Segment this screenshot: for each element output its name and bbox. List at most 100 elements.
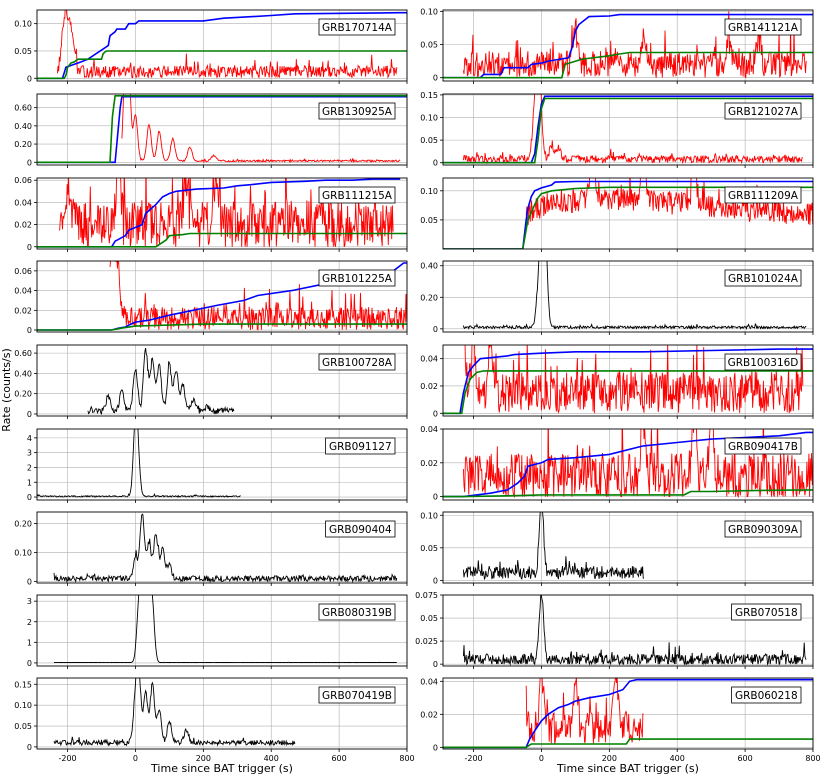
y-tick-label: 0.10 <box>14 549 32 558</box>
y-tick-label: 1 <box>27 478 32 487</box>
grb-label: GRB121027A <box>728 106 799 118</box>
y-tick-label: 0.20 <box>14 140 32 149</box>
y-tick-label: 0.40 <box>420 262 438 271</box>
grb-label: GRB090309A <box>728 524 799 536</box>
panel-frame <box>36 177 408 250</box>
x-axis-label-left: Time since BAT trigger (s) <box>150 762 293 775</box>
y-tick-label: 0 <box>27 326 32 335</box>
x-tick-label: 400 <box>670 754 685 763</box>
panel-GRB101024A: 0 0.20 0.40 GRB101024A <box>420 260 814 335</box>
grb-label-box <box>724 353 802 371</box>
y-tick-label: 0.05 <box>420 41 438 50</box>
panel-frame <box>36 511 408 584</box>
grb-label-box <box>318 102 396 120</box>
cumulative-curve <box>443 51 813 79</box>
y-tick-label: 2 <box>27 463 32 472</box>
cumulative-curve <box>37 95 407 164</box>
panel-frame <box>36 344 408 417</box>
y-tick-label: 0 <box>433 576 438 585</box>
x-tick-label: 600 <box>737 754 752 763</box>
light-curve <box>462 94 803 165</box>
cumulative-curve <box>443 97 813 164</box>
plot-area <box>462 512 644 581</box>
grb-label-box <box>325 437 396 455</box>
plot-area <box>37 10 407 80</box>
grb-label: GRB101024A <box>728 273 799 285</box>
panel-GRB060218: 0 0.02 0.04 -200 0 200 400 600 800 GRB060218 <box>420 677 820 763</box>
cumulative-curve <box>37 178 401 248</box>
y-tick-label: 0.15 <box>14 680 32 689</box>
panel-frame <box>442 260 814 333</box>
y-tick-label: 0.20 <box>420 293 438 302</box>
y-tick-label: 0.20 <box>14 390 32 399</box>
y-tick-label: 2 <box>27 618 32 627</box>
grb-label-box <box>318 686 396 704</box>
panel-GRB170714A: 0 0.05 0.10 GRB170714A <box>14 9 408 84</box>
y-tick-label: 0.05 <box>14 722 32 731</box>
y-tick-label: 3 <box>27 597 32 606</box>
y-tick-label: 0.10 <box>420 511 438 520</box>
plot-area <box>53 678 296 747</box>
light-curve <box>59 178 394 248</box>
plot-area <box>443 94 813 165</box>
x-tick-label: 200 <box>602 754 617 763</box>
grb-label: GRB100728A <box>322 357 393 369</box>
grb-label: GRB060218 <box>735 690 798 702</box>
y-tick-label: 4 <box>27 434 32 443</box>
panel-GRB101225A: 0 0.02 0.04 0.06 GRB101225A <box>14 260 408 335</box>
panel-GRB111209A: 0.05 0.10 GRB111209A <box>420 177 814 252</box>
panel-GRB111215A: 0 0.02 0.04 0.06 GRB111215A <box>14 176 408 252</box>
panel-GRB080319B: 0 1 2 3 GRB080319B <box>27 594 408 669</box>
y-tick-label: 0.40 <box>14 369 32 378</box>
grb-label: GRB130925A <box>322 106 393 118</box>
x-tick-label: 200 <box>196 754 211 763</box>
y-tick-label: 1 <box>27 638 32 647</box>
plot-area <box>443 178 813 249</box>
plot-area <box>53 513 398 583</box>
y-tick-label: 0.10 <box>420 187 438 196</box>
light-curve <box>53 513 398 583</box>
grb-label: GRB080319B <box>322 607 392 619</box>
y-tick-label: 0 <box>433 409 438 418</box>
grb-label-box <box>731 603 802 621</box>
y-tick-label: 0 <box>433 325 438 334</box>
y-tick-label: 0 <box>27 74 32 83</box>
y-tick-label: 0 <box>27 659 32 668</box>
grb-label: GRB070518 <box>735 607 798 619</box>
grb-label-box <box>731 686 802 704</box>
grb-label: GRB100316D <box>728 357 799 369</box>
plot-area <box>462 595 807 666</box>
x-tick-label: 400 <box>264 754 279 763</box>
y-tick-label: 0.05 <box>420 614 438 623</box>
grb-label-box <box>724 102 802 120</box>
y-tick-label: 0 <box>433 74 438 83</box>
light-curve <box>525 178 813 225</box>
y-tick-label: 0.05 <box>420 136 438 145</box>
x-tick-label: 800 <box>805 754 820 763</box>
y-tick-label: 0.10 <box>420 114 438 123</box>
y-tick-label: 0 <box>433 660 438 669</box>
panel-frame <box>442 594 814 667</box>
panel-frame <box>36 677 408 750</box>
plot-area <box>37 94 407 164</box>
y-tick-label: 0.02 <box>420 459 438 468</box>
light-curve <box>462 11 807 79</box>
y-tick-label: 0.04 <box>420 355 438 364</box>
grb-label-box <box>724 186 802 204</box>
cumulative-curve <box>443 738 813 749</box>
plot-area <box>443 678 813 749</box>
panel-GRB121027A: 0 0.05 0.10 0.15 GRB121027A <box>420 91 814 168</box>
y-tick-label: 0.60 <box>14 349 32 358</box>
y-tick-label: 0.20 <box>14 520 32 529</box>
light-curve <box>121 94 401 164</box>
cumulative-curve <box>443 13 813 79</box>
panel-GRB090417B: 0 0.02 0.04 GRB090417B <box>420 425 814 503</box>
y-tick-label: 0 <box>27 578 32 587</box>
y-tick-label: 0.04 <box>420 677 438 686</box>
grb-label-box <box>318 353 396 371</box>
y-tick-label: 0.10 <box>420 7 438 16</box>
y-tick-label: 0.02 <box>14 221 32 230</box>
x-tick-label: 0 <box>133 754 138 763</box>
y-tick-label: 0.04 <box>14 198 32 207</box>
panel-GRB070419B: 0 0.05 0.10 0.15 -200 0 200 400 600 800 GRB070419B <box>14 677 415 763</box>
